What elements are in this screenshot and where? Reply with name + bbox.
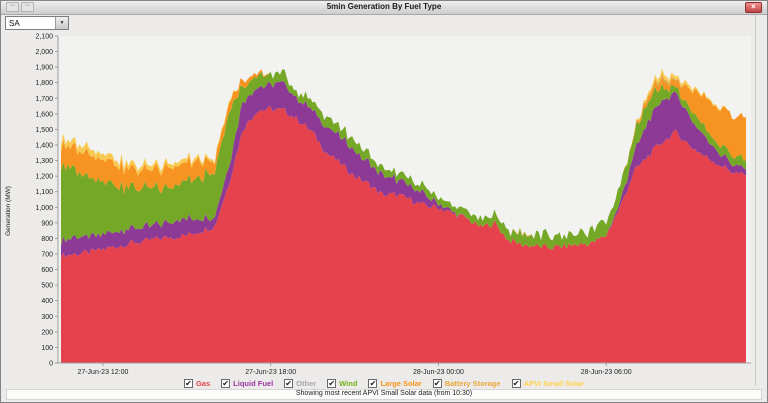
legend-label-large-solar: Large Solar (380, 378, 422, 388)
checkbox-apvi-small-solar[interactable]: ✔ (511, 378, 521, 388)
legend-item-liquid-fuel[interactable]: ✔ Liquid Fuel (221, 378, 274, 388)
checkbox-liquid-fuel[interactable]: ✔ (221, 378, 231, 388)
chevron-down-icon[interactable]: ▼ (55, 17, 68, 29)
y-axis: 0 100 200 300 400 500 600 700 800 900 1,000 1,100 1,… (35, 34, 59, 368)
checkbox-battery-storage[interactable]: ✔ (432, 378, 442, 388)
svg-text:1,600: 1,600 (35, 111, 53, 118)
svg-text:600: 600 (41, 267, 53, 274)
legend-label-wind: Wind (339, 378, 358, 388)
legend-label-battery-storage: Battery Storage (444, 378, 501, 388)
svg-text:700: 700 (41, 252, 53, 259)
svg-text:500: 500 (41, 283, 53, 290)
window-control-icon[interactable]: ~ (6, 2, 19, 12)
title-bar: ~ ~ 5min Generation By Fuel Type × (1, 1, 767, 15)
region-selector-value: SA (9, 19, 20, 28)
svg-text:800: 800 (41, 236, 53, 243)
area-apvi-small-solar (61, 68, 746, 241)
svg-text:2,100: 2,100 (35, 34, 53, 41)
svg-text:0: 0 (49, 361, 53, 368)
svg-text:1,800: 1,800 (35, 80, 53, 87)
svg-text:1,400: 1,400 (35, 143, 53, 150)
legend-item-apvi-small-solar[interactable]: ✔ APVI Small Solar (511, 378, 585, 388)
checkbox-gas[interactable]: ✔ (183, 378, 193, 388)
svg-text:1,500: 1,500 (35, 127, 53, 134)
window-control-icon[interactable]: ~ (21, 2, 34, 12)
legend-item-other[interactable]: ✔ Other (284, 378, 317, 388)
footer-note: Showing most recent APVI Small Solar dat… (295, 390, 473, 397)
client-panel-edge (755, 15, 756, 386)
area-large-solar (61, 69, 746, 241)
svg-text:900: 900 (41, 220, 53, 227)
legend-item-wind[interactable]: ✔ Wind (327, 378, 358, 388)
svg-text:27-Jun-23 18:00: 27-Jun-23 18:00 (245, 369, 296, 376)
svg-text:1,100: 1,100 (35, 189, 53, 196)
legend-item-battery-storage[interactable]: ✔ Battery Storage (432, 378, 501, 388)
svg-text:400: 400 (41, 298, 53, 305)
legend-label-apvi-small-solar: APVI Small Solar (523, 378, 585, 388)
svg-text:28-Jun-23 00:00: 28-Jun-23 00:00 (413, 369, 464, 376)
area-wind (61, 69, 746, 250)
legend-label-other: Other (296, 378, 317, 388)
svg-text:2,000: 2,000 (35, 49, 53, 56)
svg-text:200: 200 (41, 329, 53, 336)
checkbox-large-solar[interactable]: ✔ (368, 378, 378, 388)
svg-text:1,300: 1,300 (35, 158, 53, 165)
window-title: 5min Generation By Fuel Type (326, 2, 442, 11)
svg-text:27-Jun-23 12:00: 27-Jun-23 12:00 (77, 369, 128, 376)
svg-text:100: 100 (41, 345, 53, 352)
checkbox-wind[interactable]: ✔ (327, 378, 337, 388)
legend: ✔ Gas ✔ Liquid Fuel ✔ Other ✔ Wind ✔ Large Solar ✔… (1, 377, 767, 389)
footer-strip (6, 389, 762, 400)
close-button[interactable]: × (745, 2, 762, 13)
legend-label-liquid-fuel: Liquid Fuel (233, 378, 274, 388)
area-liquid-fuel (61, 81, 746, 259)
legend-item-gas[interactable]: ✔ Gas (183, 378, 211, 388)
svg-text:28-Jun-23 06:00: 28-Jun-23 06:00 (581, 369, 632, 376)
legend-label-gas: Gas (195, 378, 211, 388)
svg-text:1,900: 1,900 (35, 65, 53, 72)
checkbox-other[interactable]: ✔ (284, 378, 294, 388)
svg-text:1,200: 1,200 (35, 174, 53, 181)
legend-item-large-solar[interactable]: ✔ Large Solar (368, 378, 422, 388)
x-axis: 27-Jun-23 12:00 27-Jun-23 18:00 28-Jun-23 … (58, 362, 751, 376)
y-axis-title: Generation (MW) (5, 186, 12, 236)
region-selector[interactable]: SA ▼ (5, 16, 69, 30)
svg-text:300: 300 (41, 314, 53, 321)
svg-text:1,000: 1,000 (35, 205, 53, 212)
titlebar-corner-controls: ~ ~ (6, 2, 34, 12)
area-gas (61, 106, 746, 363)
svg-text:1,700: 1,700 (35, 96, 53, 103)
